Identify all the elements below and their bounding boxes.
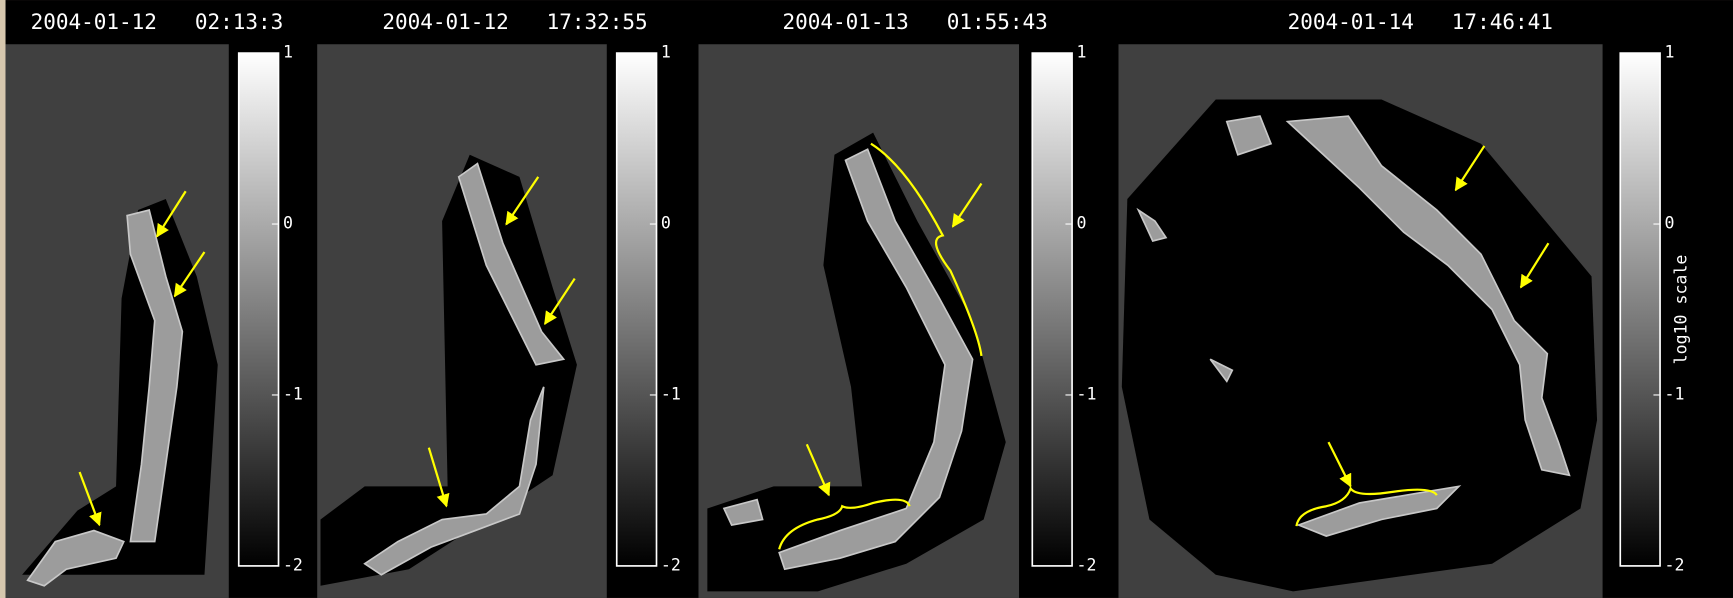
colorbar-tick-label: -1: [283, 384, 303, 403]
colorbar-tick-label: 0: [661, 214, 671, 233]
colorbar-tick-label: 0: [283, 214, 293, 233]
colorbar-tick-label: -2: [661, 555, 681, 574]
colorbar-tick-label: -2: [283, 555, 303, 574]
colorbar: [1620, 53, 1660, 566]
colorbar: [1032, 53, 1072, 566]
colorbar-tick-label: 0: [1664, 214, 1674, 233]
figure: 2004-01-12 02:13:3 1 0 -1 -2 2004-01-12 17:32…: [0, 0, 1733, 598]
colorbar-tick-label: -1: [1664, 384, 1684, 403]
panel-title: 2004-01-12 02:13:3: [31, 10, 284, 34]
panel-title: 2004-01-13 01:55:43: [782, 10, 1047, 34]
colorbar-tick-label: -1: [1076, 384, 1096, 403]
colorbar-label: log10 scale: [1672, 255, 1691, 365]
colorbar-tick-label: 1: [283, 43, 293, 62]
colorbar: [239, 53, 279, 566]
colorbar-tick-label: 1: [1076, 43, 1086, 62]
colorbar-tick-label: -2: [1664, 555, 1684, 574]
panel-title: 2004-01-14 17:46:41: [1288, 10, 1553, 34]
colorbar-tick-label: -2: [1076, 555, 1096, 574]
colorbar: [617, 53, 657, 566]
colorbar-tick-label: 0: [1076, 214, 1086, 233]
colorbar-tick-label: 1: [661, 43, 671, 62]
colorbar-tick-label: -1: [661, 384, 681, 403]
colorbar-tick-label: 1: [1664, 43, 1674, 62]
panel-title: 2004-01-12 17:32:55: [382, 10, 647, 34]
page: 2004-01-12 02:13:3 1 0 -1 -2 2004-01-12 17:32…: [0, 0, 1733, 598]
